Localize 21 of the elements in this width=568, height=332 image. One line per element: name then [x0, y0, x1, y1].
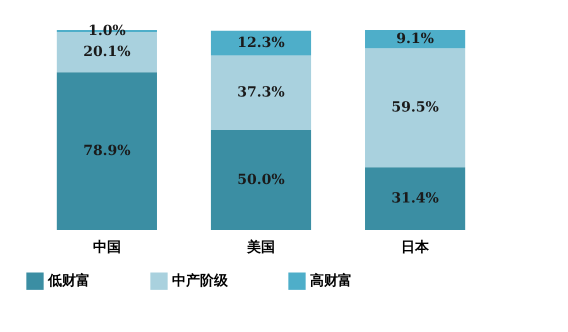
- data-label: 78.9%: [83, 143, 131, 160]
- x-tick-label: 美国: [246, 238, 275, 256]
- data-label: 12.3%: [237, 35, 285, 52]
- x-tick-label: 日本: [401, 240, 430, 256]
- data-label: 50.0%: [237, 172, 285, 188]
- legend-label: 高财富: [310, 272, 352, 290]
- bar: [210, 55, 312, 130]
- data-label: 20.1%: [83, 44, 131, 60]
- data-label: 59.5%: [391, 100, 439, 116]
- data-label: 37.3%: [237, 84, 285, 101]
- bar: [56, 72, 157, 230]
- legend-label: 低财富: [47, 272, 90, 290]
- data-label: 1.0%: [88, 23, 126, 39]
- data-label: 31.4%: [391, 190, 439, 207]
- bar: [210, 30, 312, 56]
- bar: [365, 167, 466, 230]
- bar: [365, 48, 466, 168]
- legend-label: 中产阶级: [172, 272, 229, 290]
- data-label: 9.1%: [396, 31, 434, 48]
- bar: [210, 130, 312, 230]
- x-tick-label: 中国: [92, 240, 121, 256]
